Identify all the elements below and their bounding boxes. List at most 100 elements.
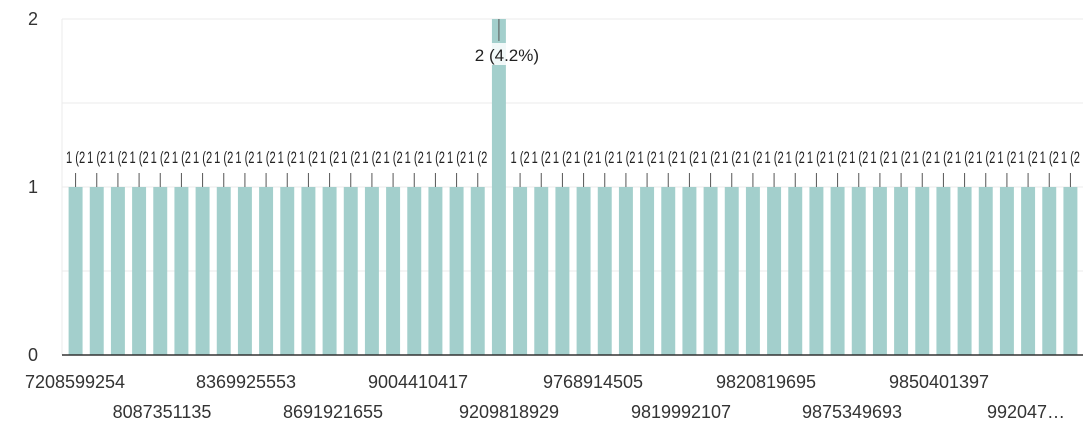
data-label: 1 (2	[616, 148, 635, 167]
bar	[555, 187, 570, 355]
bar	[915, 187, 930, 355]
bar	[513, 187, 528, 355]
data-label: 1 (2	[955, 148, 974, 167]
data-label: 1 (2	[786, 148, 805, 167]
data-label: 1 (2	[934, 148, 953, 167]
bar	[830, 187, 845, 355]
bar	[216, 187, 231, 355]
x-tick-label: 9004410417	[368, 372, 468, 392]
data-label: 1 (2	[151, 148, 170, 167]
bar	[618, 187, 633, 355]
bar	[68, 187, 83, 355]
bar	[724, 187, 739, 355]
bar	[386, 187, 401, 355]
bar	[745, 187, 760, 355]
bar	[661, 187, 676, 355]
data-label: 1 (2	[257, 148, 276, 167]
bar	[978, 187, 993, 355]
data-label: 1 (2	[278, 148, 297, 167]
data-label: 1 (2	[743, 148, 762, 167]
data-label: 1 (2	[447, 148, 466, 167]
bar	[576, 187, 591, 355]
data-label: 1 (2	[638, 148, 657, 167]
data-label: 1 (2	[87, 148, 106, 167]
data-label: 1 (2	[1061, 148, 1080, 167]
x-tick-label: 992047…	[987, 402, 1065, 422]
x-tick-label: 7208599254	[25, 372, 125, 392]
bar	[1042, 187, 1057, 355]
bar	[259, 187, 274, 355]
data-label-highlight: 2 (4.2%)	[475, 46, 539, 65]
data-label: 1 (2	[532, 148, 551, 167]
bar	[195, 187, 210, 355]
bar	[364, 187, 379, 355]
data-label: 1 (2	[172, 148, 191, 167]
data-label: 1 (2	[341, 148, 360, 167]
x-tick-label: 9209818929	[459, 402, 559, 422]
y-tick-label: 1	[28, 177, 38, 197]
x-tick-label: 8087351135	[113, 402, 212, 422]
data-label: 1 (2	[468, 148, 487, 167]
data-label: 1 (2	[362, 148, 381, 167]
data-label: 1 (2	[976, 148, 995, 167]
bar	[999, 187, 1014, 355]
data-label: 1 (2	[913, 148, 932, 167]
bar	[597, 187, 612, 355]
data-labels: 1 (2 1 (2 1 (2 1 (2 1 (2 1 (2 1 (2 1 (2 1 (2 1 (2…	[66, 19, 1080, 187]
bar	[491, 19, 506, 355]
bar	[1021, 187, 1036, 355]
bar	[174, 187, 189, 355]
data-label: 1 (2	[299, 148, 318, 167]
data-label: 1 (2	[66, 148, 85, 167]
data-label: 1 (2	[722, 148, 741, 167]
bar	[851, 187, 866, 355]
x-tick-label: 8691921655	[283, 402, 383, 422]
y-tick-label: 2	[28, 9, 38, 29]
bar	[322, 187, 337, 355]
x-tick-label: 9768914505	[543, 372, 643, 392]
x-tick-label: 8369925553	[196, 372, 296, 392]
bar	[449, 187, 464, 355]
bar	[894, 187, 909, 355]
bar	[153, 187, 168, 355]
data-label: 1 (2	[659, 148, 678, 167]
x-axis-ticks: 7208599254 8369925553 9004410417 9768914505…	[25, 372, 1065, 422]
bar	[1063, 187, 1078, 355]
x-tick-label: 9819992107	[631, 402, 731, 422]
data-label: 1 (2	[235, 148, 254, 167]
x-tick-label: 9850401397	[889, 372, 989, 392]
bar	[788, 187, 803, 355]
bar	[957, 187, 972, 355]
bar	[428, 187, 443, 355]
bar	[280, 187, 295, 355]
bar	[237, 187, 252, 355]
bar	[301, 187, 316, 355]
data-label: 1 (2	[320, 148, 339, 167]
data-label: 1 (2	[574, 148, 593, 167]
data-label: 1 (2	[680, 148, 699, 167]
bar	[936, 187, 951, 355]
data-label: 1 (2	[214, 148, 233, 167]
bar	[470, 187, 485, 355]
bar	[640, 187, 655, 355]
bars	[68, 19, 1078, 355]
data-label: 1 (2	[1019, 148, 1038, 167]
data-label: 1 (2	[384, 148, 403, 167]
bar	[534, 187, 549, 355]
data-label: 1 (2	[892, 148, 911, 167]
data-label: 1 (2	[807, 148, 826, 167]
data-label-bg	[464, 43, 551, 65]
bar	[767, 187, 782, 355]
data-label: 1 (2	[130, 148, 149, 167]
data-label: 1 (2	[828, 148, 847, 167]
bar	[343, 187, 358, 355]
bar	[110, 187, 125, 355]
bar	[872, 187, 887, 355]
y-tick-label: 0	[28, 345, 38, 365]
data-label: 1 (2	[849, 148, 868, 167]
data-label: 1 (2	[511, 148, 530, 167]
data-label: 1 (2	[193, 148, 212, 167]
data-label: 1 (2	[1040, 148, 1059, 167]
data-label: 1 (2	[426, 148, 445, 167]
